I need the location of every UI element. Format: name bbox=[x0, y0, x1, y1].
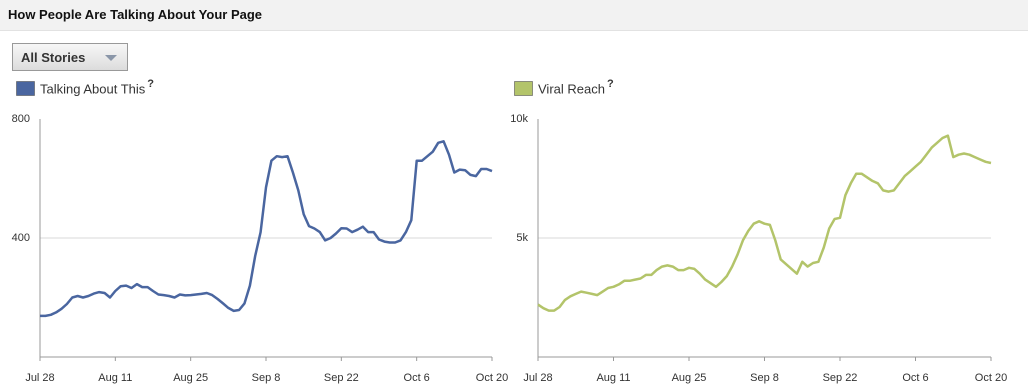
help-mark: ? bbox=[607, 78, 614, 90]
y-tick-label: 5k bbox=[516, 232, 528, 244]
stories-dropdown[interactable]: All Stories bbox=[12, 43, 128, 71]
x-tick-label: Sep 22 bbox=[823, 372, 858, 384]
x-tick-label: Oct 20 bbox=[476, 372, 508, 384]
x-tick-label: Aug 25 bbox=[173, 372, 208, 384]
x-tick-label: Aug 25 bbox=[672, 372, 707, 384]
x-tick-label: Aug 11 bbox=[98, 372, 132, 384]
legend-swatch bbox=[514, 81, 533, 96]
x-tick-label: Aug 11 bbox=[596, 372, 630, 384]
data-line bbox=[40, 140, 493, 318]
y-tick-label: 10k bbox=[510, 113, 528, 125]
dropdown-label: All Stories bbox=[21, 50, 86, 65]
x-tick-label: Oct 20 bbox=[975, 372, 1007, 384]
y-tick-label: 400 bbox=[12, 232, 30, 244]
legend-label: Talking About This bbox=[40, 81, 146, 96]
x-tick-label: Jul 28 bbox=[523, 372, 552, 384]
header: How People Are Talking About Your Page bbox=[0, 0, 1028, 31]
dropdown-arrow bbox=[105, 55, 117, 61]
x-tick-label: Jul 28 bbox=[25, 372, 54, 384]
y-tick-label: 800 bbox=[12, 113, 30, 125]
data-line bbox=[537, 134, 992, 312]
x-tick-label: Oct 6 bbox=[404, 372, 430, 384]
x-tick-label: Sep 8 bbox=[252, 372, 281, 384]
legend-swatch bbox=[16, 81, 35, 96]
legend-label: Viral Reach bbox=[538, 81, 605, 96]
x-tick-label: Sep 8 bbox=[750, 372, 779, 384]
x-tick-label: Oct 6 bbox=[902, 372, 928, 384]
x-tick-label: Sep 22 bbox=[324, 372, 359, 384]
help-mark: ? bbox=[147, 78, 154, 90]
header-title: How People Are Talking About Your Page bbox=[8, 7, 263, 22]
